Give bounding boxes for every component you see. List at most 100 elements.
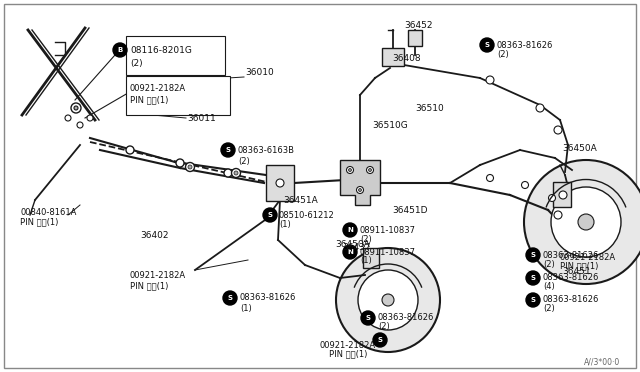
- Circle shape: [71, 103, 81, 113]
- Circle shape: [65, 115, 71, 121]
- Text: 36510G: 36510G: [372, 121, 408, 129]
- Text: 08363-6163B: 08363-6163B: [238, 145, 295, 154]
- Text: B: B: [117, 47, 123, 53]
- Text: PIN ピン(1): PIN ピン(1): [130, 282, 168, 291]
- Text: 36450A: 36450A: [335, 240, 370, 248]
- Circle shape: [526, 271, 540, 285]
- Text: 36402: 36402: [140, 231, 168, 240]
- Text: 36451: 36451: [562, 267, 591, 276]
- Circle shape: [224, 169, 232, 177]
- Text: PIN ピン(1): PIN ピン(1): [560, 262, 598, 270]
- Text: 36452: 36452: [404, 20, 433, 29]
- Text: 08911-10837: 08911-10837: [360, 247, 416, 257]
- Circle shape: [74, 106, 78, 110]
- Text: S: S: [531, 252, 536, 258]
- Circle shape: [346, 167, 353, 173]
- Circle shape: [486, 174, 493, 182]
- Circle shape: [349, 169, 351, 171]
- Circle shape: [480, 38, 494, 52]
- Circle shape: [358, 189, 362, 192]
- Circle shape: [559, 191, 567, 199]
- Circle shape: [486, 76, 494, 84]
- Circle shape: [554, 211, 562, 219]
- Circle shape: [524, 160, 640, 284]
- Text: N: N: [347, 249, 353, 255]
- Text: 08363-81626: 08363-81626: [543, 295, 600, 305]
- Text: (2): (2): [543, 305, 555, 314]
- Text: (1): (1): [360, 257, 372, 266]
- Text: (4): (4): [543, 282, 555, 292]
- Circle shape: [221, 143, 235, 157]
- Text: S: S: [531, 297, 536, 303]
- Circle shape: [343, 245, 357, 259]
- Bar: [363, 248, 379, 268]
- Text: 00921-2182A: 00921-2182A: [560, 253, 616, 262]
- Circle shape: [526, 293, 540, 307]
- Text: 08363-81626: 08363-81626: [543, 273, 600, 282]
- Circle shape: [188, 165, 192, 169]
- Circle shape: [551, 187, 621, 257]
- Text: (1): (1): [279, 219, 291, 228]
- Text: (2): (2): [130, 58, 143, 67]
- Text: 00840-8161A: 00840-8161A: [20, 208, 76, 217]
- Text: S: S: [365, 315, 371, 321]
- Text: (2): (2): [360, 234, 372, 244]
- Circle shape: [336, 248, 440, 352]
- Text: 36408: 36408: [392, 54, 420, 62]
- Text: 36010: 36010: [245, 67, 274, 77]
- Bar: [382, 48, 404, 66]
- Circle shape: [176, 159, 184, 167]
- Text: A//3*00·0: A//3*00·0: [584, 357, 620, 366]
- Text: 08911-10837: 08911-10837: [360, 225, 416, 234]
- Circle shape: [232, 169, 241, 177]
- Circle shape: [373, 333, 387, 347]
- Text: 08363-81626: 08363-81626: [240, 294, 296, 302]
- Circle shape: [234, 171, 238, 175]
- Text: S: S: [531, 275, 536, 281]
- Circle shape: [361, 311, 375, 325]
- Bar: [408, 30, 422, 46]
- Text: 08510-61212: 08510-61212: [279, 211, 335, 219]
- Text: 00921-2182A: 00921-2182A: [130, 270, 186, 279]
- Circle shape: [522, 182, 529, 189]
- Circle shape: [536, 104, 544, 112]
- Text: N: N: [347, 227, 353, 233]
- Text: (1): (1): [240, 305, 252, 314]
- Circle shape: [578, 214, 594, 230]
- Circle shape: [356, 186, 364, 193]
- Text: S: S: [268, 212, 273, 218]
- Circle shape: [526, 248, 540, 262]
- Circle shape: [367, 167, 374, 173]
- Text: (2): (2): [378, 323, 390, 331]
- Circle shape: [554, 126, 562, 134]
- Text: 00921-2182A: 00921-2182A: [320, 340, 376, 350]
- FancyBboxPatch shape: [126, 76, 230, 115]
- Text: 36451D: 36451D: [392, 205, 428, 215]
- Text: 36510: 36510: [415, 103, 444, 112]
- Circle shape: [369, 169, 371, 171]
- Text: 08116-8201G: 08116-8201G: [130, 45, 192, 55]
- Text: S: S: [225, 147, 230, 153]
- Polygon shape: [340, 160, 380, 205]
- Text: PIN ピン(1): PIN ピン(1): [130, 96, 168, 105]
- Circle shape: [548, 195, 556, 202]
- Text: 08363-81626: 08363-81626: [497, 41, 554, 49]
- Text: 36450A: 36450A: [562, 144, 596, 153]
- FancyBboxPatch shape: [126, 36, 225, 75]
- Text: (2): (2): [497, 49, 509, 58]
- Circle shape: [113, 43, 127, 57]
- Text: S: S: [484, 42, 490, 48]
- Circle shape: [126, 146, 134, 154]
- Text: 08363-81626: 08363-81626: [378, 314, 435, 323]
- Circle shape: [223, 291, 237, 305]
- Circle shape: [87, 115, 93, 121]
- Text: 36011: 36011: [187, 113, 216, 122]
- Bar: [266, 165, 294, 201]
- Circle shape: [276, 179, 284, 187]
- Text: S: S: [378, 337, 383, 343]
- Text: 08363-81626: 08363-81626: [543, 250, 600, 260]
- Circle shape: [382, 294, 394, 306]
- Text: (2): (2): [238, 157, 250, 166]
- Text: (2): (2): [543, 260, 555, 269]
- Bar: [553, 182, 571, 207]
